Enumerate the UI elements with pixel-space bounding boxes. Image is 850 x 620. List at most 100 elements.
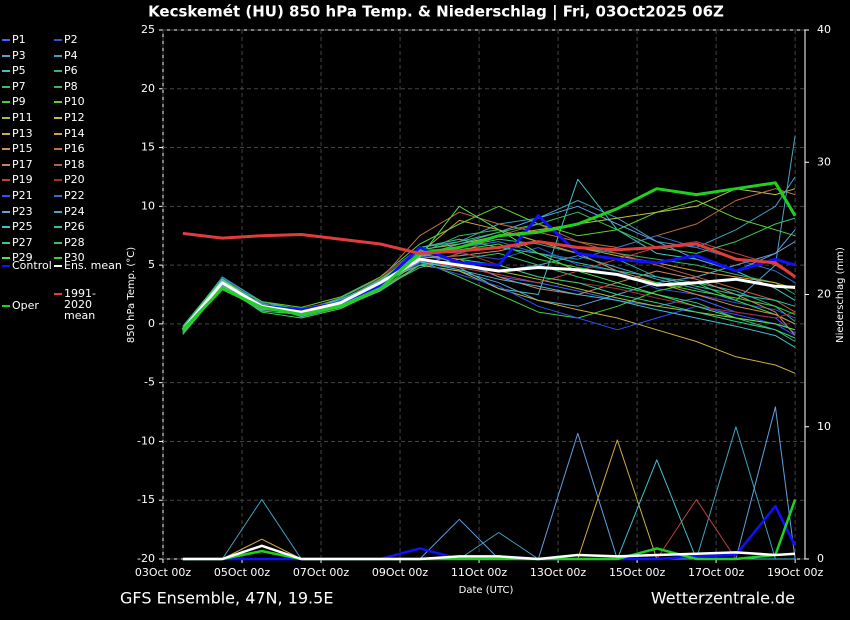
legend-item: P22 — [54, 190, 122, 201]
y2-tick-label: 30 — [817, 155, 831, 168]
legend-item: P21 — [2, 190, 70, 201]
legend-swatch — [2, 241, 10, 244]
legend-swatch — [2, 148, 10, 151]
member-line — [182, 255, 796, 334]
legend-item: P19 — [2, 174, 70, 185]
legend-item: P30 — [54, 252, 122, 263]
legend-item: P25 — [2, 221, 70, 232]
legend-item: P9 — [2, 96, 70, 107]
legend-swatch — [54, 293, 62, 295]
legend-label: P7 — [12, 79, 26, 93]
legend-item: P16 — [54, 143, 122, 154]
legend-swatch — [54, 117, 62, 119]
legend-swatch — [54, 70, 62, 73]
legend-label: P17 — [12, 157, 33, 171]
legend-label: P8 — [64, 79, 78, 93]
legend-swatch — [54, 195, 62, 197]
y2-tick-label: 10 — [817, 420, 831, 433]
legend-swatch — [2, 117, 10, 119]
legend-item: P23 — [2, 206, 70, 217]
legend-label: P26 — [64, 220, 85, 234]
legend-label: P25 — [12, 220, 33, 234]
legend-swatch — [2, 265, 10, 267]
x-tick-label: 05Oct 00z — [214, 566, 271, 579]
legend-swatch — [2, 70, 10, 73]
main-line — [181, 214, 796, 331]
legend-item: Ens. mean — [54, 260, 122, 271]
legend-label: P3 — [12, 48, 26, 62]
legend-swatch — [2, 305, 10, 307]
legend-item: 1991-2020 mean — [54, 288, 122, 321]
legend-label: P18 — [64, 157, 85, 171]
legend-label: P20 — [64, 173, 85, 187]
legend-item: P8 — [54, 81, 122, 92]
legend-swatch — [54, 54, 62, 57]
main-line — [181, 257, 796, 331]
legend-label: P13 — [12, 126, 33, 140]
y-tick-label: -5 — [144, 376, 155, 389]
legend-item: P17 — [2, 159, 70, 170]
y2-tick-label: 20 — [817, 288, 831, 301]
x-tick-label: 11Oct 00z — [451, 566, 508, 579]
y-tick-label: -20 — [137, 552, 155, 565]
legend-label: P15 — [12, 142, 33, 156]
precip-line — [182, 544, 796, 561]
legend-swatch — [2, 101, 10, 104]
legend-swatch — [2, 226, 10, 229]
legend-item: P4 — [54, 50, 122, 61]
legend-label: 1991-2020 mean — [64, 287, 96, 322]
legend-label: P23 — [12, 204, 33, 218]
legend-swatch — [54, 148, 62, 151]
legend-swatch — [54, 226, 62, 229]
legend-swatch — [2, 210, 10, 213]
legend-label: P30 — [64, 251, 85, 265]
legend-item: P18 — [54, 159, 122, 170]
y2-axis-label: Niederschlag (mm) — [835, 247, 846, 343]
precip-line — [182, 499, 797, 561]
legend-swatch — [54, 265, 62, 267]
y2-tick-label: 40 — [817, 23, 831, 36]
legend-swatch — [2, 85, 10, 88]
legend-swatch — [2, 257, 10, 260]
legend-label: P22 — [64, 189, 85, 202]
main-line — [182, 231, 796, 279]
legend-swatch — [2, 39, 10, 41]
plot-frame — [162, 29, 806, 560]
legend-item: P1 — [2, 34, 70, 45]
legend-item: P6 — [54, 65, 122, 76]
legend-label: Control — [12, 259, 52, 272]
legend-item: P2 — [54, 34, 122, 45]
legend-item: P29 — [2, 252, 70, 263]
member-line — [182, 262, 796, 337]
footer-left: GFS Ensemble, 47N, 19.5E — [120, 589, 333, 608]
legend-item: Oper — [2, 300, 70, 311]
legend-swatch — [54, 179, 62, 182]
legend-label: Oper — [12, 299, 39, 312]
legend-swatch — [2, 163, 10, 166]
legend-label: P2 — [64, 33, 78, 46]
legend-swatch — [2, 54, 10, 57]
y-tick-label: 15 — [141, 141, 155, 154]
y-tick-label: -15 — [137, 493, 155, 506]
member-line — [182, 200, 796, 329]
legend-label: P10 — [64, 95, 85, 109]
chart-title: Kecskemét (HU) 850 hPa Temp. & Niedersch… — [148, 3, 724, 22]
legend-item: P12 — [54, 112, 122, 123]
legend-label: P1 — [12, 33, 26, 46]
x-tick-label: 07Oct 00z — [293, 566, 350, 579]
legend-swatch — [54, 101, 62, 104]
legend-swatch — [54, 132, 62, 135]
legend-item: P5 — [2, 65, 70, 76]
legend-item: P13 — [2, 128, 70, 139]
x-tick-label: 03Oct 00z — [135, 566, 192, 579]
legend-item: P10 — [54, 96, 122, 107]
legend-label: P14 — [64, 126, 85, 140]
legend-label: P6 — [64, 64, 78, 78]
legend-item: P24 — [54, 206, 122, 217]
legend-item: P20 — [54, 174, 122, 185]
legend-label: P4 — [64, 48, 78, 62]
legend-label: P24 — [64, 204, 85, 218]
legend-label: P29 — [12, 251, 33, 265]
